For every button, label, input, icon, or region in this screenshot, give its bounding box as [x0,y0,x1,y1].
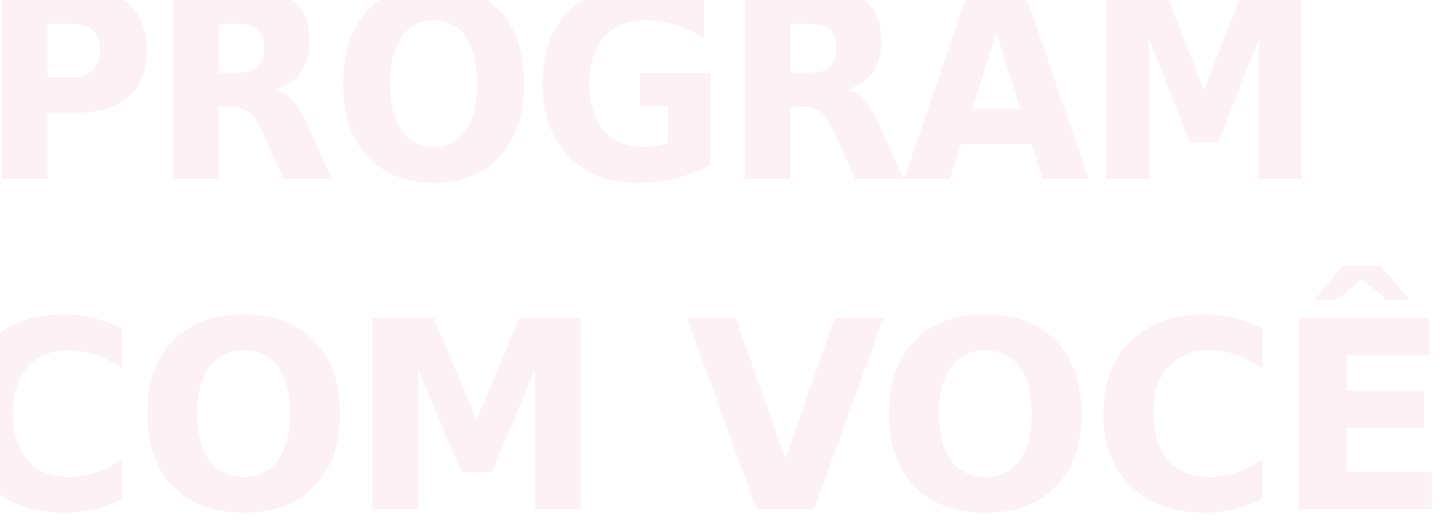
background-text-line-program: PROGRAM [0,0,1324,241]
background-text-line-com-voce: COM VOCÊ [0,266,1440,528]
